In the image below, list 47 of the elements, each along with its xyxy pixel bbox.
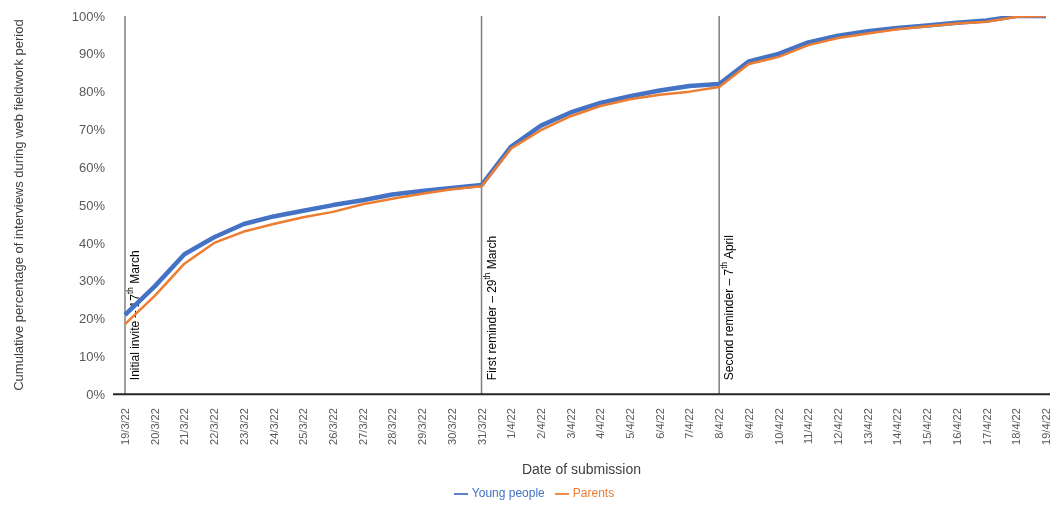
x-tick-label: 9/4/22: [742, 408, 755, 439]
x-tick-label: 24/3/22: [267, 408, 280, 445]
x-tick-label: 4/4/22: [594, 408, 607, 439]
x-tick-label: 20/3/22: [148, 408, 161, 445]
y-axis-title: Cumulative percentage of interviews during web fieldwork period: [10, 19, 26, 391]
x-tick-label: 28/3/22: [386, 408, 399, 445]
y-tick-label: 70%: [78, 122, 106, 138]
legend-label: Parents: [572, 486, 615, 501]
x-tick-label: 13/4/22: [861, 408, 874, 445]
x-axis-title: Date of submission: [521, 461, 642, 478]
x-tick-label: 27/3/22: [356, 408, 369, 445]
x-tick-label: 31/3/22: [475, 408, 488, 445]
y-tick-label: 40%: [78, 235, 106, 251]
x-tick-label: 30/3/22: [445, 408, 458, 445]
x-tick-label: 21/3/22: [178, 408, 191, 445]
x-tick-label: 26/3/22: [326, 408, 339, 445]
y-tick-label: 50%: [78, 197, 106, 213]
x-tick-label: 15/4/22: [921, 408, 934, 445]
x-tick-label: 22/3/22: [208, 408, 221, 445]
x-tick-label: 11/4/22: [802, 408, 815, 445]
y-tick-label: 20%: [78, 311, 106, 327]
x-tick-label: 19/3/22: [119, 408, 131, 445]
x-tick-label: 16/4/22: [950, 408, 963, 445]
x-tick-label: 3/4/22: [564, 408, 577, 439]
y-tick-label: 90%: [78, 46, 106, 62]
x-tick-label: 6/4/22: [653, 408, 666, 439]
y-tick-label: 10%: [78, 348, 106, 364]
y-tick-label: 60%: [78, 159, 106, 175]
x-tick-label: 17/4/22: [980, 408, 993, 445]
y-tick-label: 30%: [78, 273, 106, 289]
y-tick-label: 80%: [78, 84, 106, 100]
x-tick-label: 1/4/22: [505, 408, 518, 439]
x-tick-label: 8/4/22: [713, 408, 726, 439]
x-tick-label: 2/4/22: [534, 408, 547, 439]
legend-label: Young people: [471, 486, 545, 501]
y-tick-label: 100%: [71, 8, 106, 24]
x-tick-label: 18/4/22: [1010, 408, 1023, 445]
x-tick-label: 7/4/22: [683, 408, 696, 439]
x-tick-label: 19/4/22: [1040, 408, 1052, 445]
x-tick-label: 12/4/22: [832, 408, 845, 445]
x-tick-label: 5/4/22: [624, 408, 637, 439]
x-tick-label: 14/4/22: [891, 408, 904, 445]
y-tick-label: 0%: [86, 386, 106, 402]
x-tick-label: 10/4/22: [772, 408, 785, 445]
x-tick-label: 23/3/22: [237, 408, 250, 445]
x-tick-label: 29/3/22: [416, 408, 429, 445]
x-tick-label: 25/3/22: [297, 408, 310, 445]
